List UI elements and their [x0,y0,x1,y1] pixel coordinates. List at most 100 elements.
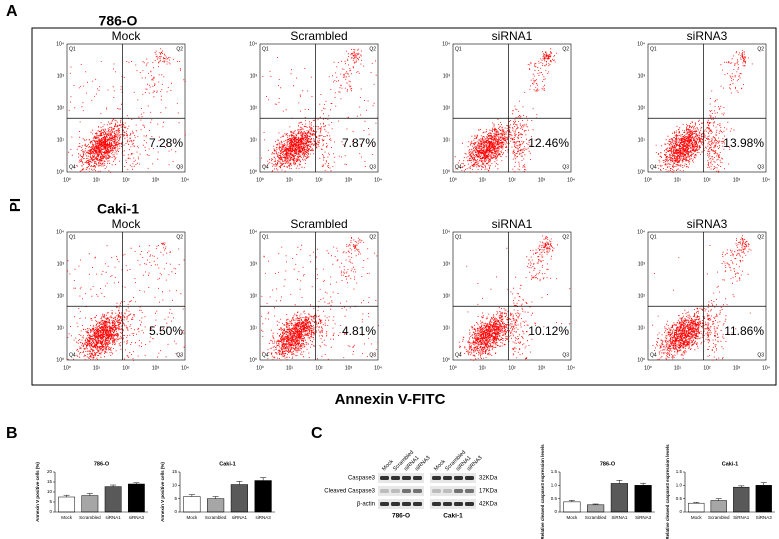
event-cloud [67,242,186,361]
x-tick-label: 10² [703,365,711,371]
blot-strip [430,486,476,496]
error-bar [236,481,243,485]
y-tick-label: 10³ [250,73,258,79]
y-tick-label: 10⁰ [56,169,64,175]
x-tick-label: SiRNA3 [635,515,652,520]
x-tick-label: 10³ [538,177,546,183]
y-tick-label: 10¹ [443,325,451,331]
x-tick-label: 10³ [538,365,546,371]
y-tick-label: 15 [172,469,178,474]
panel-label: B [6,425,18,442]
bar [127,483,145,513]
x-tick-label: 10¹ [286,177,294,183]
quadrant-label: Q1 [69,46,76,52]
quadrant-label: Q1 [455,46,462,52]
x-tick-label: 10³ [345,177,353,183]
quadrant-label: Q2 [757,234,764,240]
y-tick-label: 0 [49,509,52,514]
y-tick-label: 10⁴ [637,41,645,47]
y-tick-label: 1.0 [551,483,558,488]
y-tick-label: 10⁴ [249,229,257,235]
y-tick-label: 10⁴ [442,41,450,47]
y-tick-label: 10¹ [250,137,258,143]
blot-size-label: 42KDa [479,502,498,508]
group-label: 786-O [392,513,410,520]
quadrant-label: Q3 [757,352,764,358]
x-tick-label: SiRNA1 [733,515,750,520]
quadrant-label: Q3 [562,164,569,170]
quadrant-label: Q2 [757,46,764,52]
axis-line [559,472,655,513]
y-tick-label: 10² [443,105,451,111]
plot-frame [66,231,186,361]
x-tick-label: 10³ [733,365,741,371]
y-tick-label: 10⁰ [56,357,64,363]
error-bar [260,477,267,481]
y-tick-label: 10⁴ [56,229,64,235]
blot-band [465,476,474,480]
y-tick-label: 1.0 [676,483,683,488]
bar [58,496,76,513]
blot-strip [378,486,424,496]
x-tick-label: 10⁴ [762,177,770,183]
blot-row-label: Caspase3 [348,476,376,482]
event-cloud [261,48,379,173]
group-label: Caki-1 [443,513,463,520]
y-tick-label: 10³ [57,73,65,79]
error-bar [86,493,93,496]
quadrant-label: Q1 [650,46,657,52]
blot-row-label: Cleaved Caspase3 [324,489,375,495]
y-tick-label: 10⁰ [637,357,645,363]
x-tick-label: Mock [691,515,703,520]
quadrant-label: Q3 [176,352,183,358]
plot-title: siRNA3 [687,29,728,43]
y-tick-label: 0 [174,509,177,514]
y-tick-label: 10² [250,293,258,299]
y-tick-label: 5 [49,499,52,504]
bar [634,485,652,513]
y-tick-label: 10⁰ [442,357,450,363]
blot-band [465,502,474,506]
bar [230,484,248,513]
plot-title: Mock [112,217,142,231]
y-tick-label: 15 [47,479,53,484]
y-tick-label: 10² [250,105,258,111]
quadrant-label: Q3 [369,164,376,170]
plot-frame [66,43,186,173]
blot-band [443,502,452,506]
x-tick-label: 10⁰ [644,177,652,183]
y-tick-label: 10² [638,105,646,111]
panel-label: C [311,425,323,442]
lane-label: Mock [381,459,395,473]
blot-strip [430,499,476,509]
error-bar [640,482,647,486]
y-tick-label: 10¹ [638,137,646,143]
blot-size-label: 17KDa [479,489,498,495]
x-tick-label: 10⁰ [449,177,457,183]
bar [688,502,705,513]
x-axis-title: Annexin V-FITC [335,391,446,408]
x-tick-label: 10³ [152,177,160,183]
blot-strip [378,499,424,509]
percent-label: 11.86% [724,324,764,338]
percent-label: 7.28% [149,136,183,150]
quadrant-label: Q1 [455,234,462,240]
blot-size-label: 32KDa [479,476,498,482]
blot-strip [378,473,424,483]
plot-frame [452,231,572,361]
axis-line [54,472,148,513]
plot-frame [259,43,379,173]
y-axis-title: Relative cleaved caspase3 expression lev… [540,444,545,539]
blot-band [380,502,389,506]
error-bar [760,482,767,486]
error-bar [110,484,117,487]
bar [207,498,225,513]
blot-band [432,489,441,493]
blot-band [402,502,411,506]
x-tick-label: SiRNA1 [611,515,628,520]
quadrant-label: Q4 [69,352,76,358]
x-tick-label: Scrambled [205,515,227,520]
error-bar [133,482,140,484]
error-bar [63,494,70,497]
